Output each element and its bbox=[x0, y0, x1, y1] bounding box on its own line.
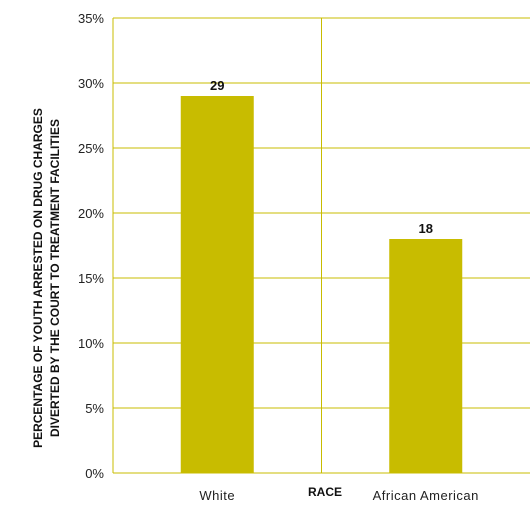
y-axis-title-line-2: DIVERTED BY THE COURT TO TREATMENT FACIL… bbox=[48, 119, 62, 437]
data-label: 18 bbox=[419, 221, 433, 236]
x-axis-title: RACE bbox=[308, 485, 342, 499]
x-category-label: African American bbox=[373, 488, 479, 503]
y-tick-label: 0% bbox=[85, 466, 104, 481]
y-tick-label: 30% bbox=[78, 76, 104, 91]
y-tick-label: 25% bbox=[78, 141, 104, 156]
grid-layer bbox=[112, 17, 530, 474]
y-tick-label: 15% bbox=[78, 271, 104, 286]
x-category-label: White bbox=[199, 488, 235, 503]
y-tick-label: 20% bbox=[78, 206, 104, 221]
data-label: 29 bbox=[210, 78, 224, 93]
y-tick-label: 10% bbox=[78, 336, 104, 351]
bar-african-american bbox=[389, 239, 463, 473]
y-tick-label: 5% bbox=[85, 401, 104, 416]
y-axis-title: PERCENTAGE OF YOUTH ARRESTED ON DRUG CHA… bbox=[31, 108, 62, 448]
y-axis-title-line-1: PERCENTAGE OF YOUTH ARRESTED ON DRUG CHA… bbox=[31, 108, 45, 448]
bar-white bbox=[180, 96, 254, 473]
y-tick-label: 35% bbox=[78, 11, 104, 26]
labels-layer: 0% 5% 10% 15% 20% 25% 30% 35% 29 White 18 African A… bbox=[78, 11, 479, 503]
bars-layer bbox=[180, 96, 463, 473]
